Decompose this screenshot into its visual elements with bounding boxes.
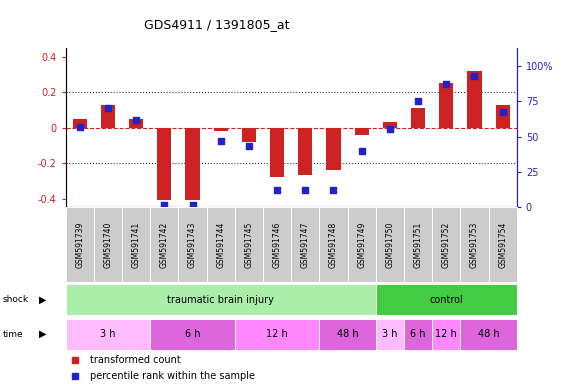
Text: control: control bbox=[429, 295, 463, 305]
Bar bbox=[150, 207, 178, 282]
Bar bbox=[186, 127, 200, 200]
Text: GSM591739: GSM591739 bbox=[75, 222, 85, 268]
Text: 12 h: 12 h bbox=[436, 329, 457, 339]
Bar bbox=[383, 122, 397, 127]
Bar bbox=[291, 207, 319, 282]
Bar bbox=[376, 284, 517, 315]
Text: transformed count: transformed count bbox=[90, 354, 181, 364]
Text: GSM591747: GSM591747 bbox=[301, 222, 310, 268]
Bar bbox=[150, 319, 235, 349]
Bar bbox=[355, 127, 369, 135]
Bar bbox=[460, 319, 517, 349]
Text: GSM591751: GSM591751 bbox=[413, 222, 423, 268]
Bar bbox=[66, 207, 94, 282]
Bar bbox=[242, 127, 256, 142]
Point bbox=[216, 138, 226, 144]
Text: 48 h: 48 h bbox=[337, 329, 359, 339]
Bar bbox=[235, 207, 263, 282]
Text: GSM591741: GSM591741 bbox=[132, 222, 140, 268]
Text: ▶: ▶ bbox=[39, 295, 46, 305]
Text: traumatic brain injury: traumatic brain injury bbox=[167, 295, 274, 305]
Point bbox=[244, 143, 254, 149]
Point bbox=[75, 124, 85, 130]
Text: GSM591750: GSM591750 bbox=[385, 222, 395, 268]
Text: GSM591752: GSM591752 bbox=[442, 222, 451, 268]
Bar bbox=[207, 207, 235, 282]
Bar bbox=[489, 207, 517, 282]
Text: GSM591748: GSM591748 bbox=[329, 222, 338, 268]
Point bbox=[413, 98, 423, 104]
Text: GSM591742: GSM591742 bbox=[160, 222, 169, 268]
Text: 12 h: 12 h bbox=[266, 329, 288, 339]
Bar bbox=[319, 319, 376, 349]
Point bbox=[103, 105, 112, 111]
Bar bbox=[460, 207, 489, 282]
Bar bbox=[94, 207, 122, 282]
Bar bbox=[263, 207, 291, 282]
Point bbox=[160, 202, 169, 208]
Point bbox=[301, 187, 310, 194]
Point bbox=[329, 187, 338, 194]
Bar bbox=[122, 207, 150, 282]
Point bbox=[498, 109, 507, 116]
Text: GSM591740: GSM591740 bbox=[103, 222, 112, 268]
Bar bbox=[319, 207, 348, 282]
Bar bbox=[101, 105, 115, 127]
Text: 48 h: 48 h bbox=[478, 329, 500, 339]
Text: 6 h: 6 h bbox=[185, 329, 200, 339]
Bar bbox=[411, 108, 425, 127]
Point bbox=[385, 126, 395, 132]
Point bbox=[357, 147, 366, 154]
Bar bbox=[66, 319, 150, 349]
Bar bbox=[404, 207, 432, 282]
Bar bbox=[376, 319, 404, 349]
Text: time: time bbox=[3, 329, 23, 339]
Text: GSM591753: GSM591753 bbox=[470, 222, 479, 268]
Bar bbox=[432, 319, 460, 349]
Text: GSM591746: GSM591746 bbox=[272, 222, 282, 268]
Bar bbox=[66, 284, 376, 315]
Point bbox=[272, 187, 282, 194]
Point bbox=[470, 73, 479, 79]
Bar bbox=[327, 127, 340, 170]
Bar bbox=[468, 71, 481, 127]
Text: GSM591749: GSM591749 bbox=[357, 222, 366, 268]
Bar bbox=[439, 83, 453, 127]
Bar bbox=[214, 127, 228, 131]
Bar bbox=[496, 105, 510, 127]
Text: GSM591744: GSM591744 bbox=[216, 222, 225, 268]
Bar bbox=[235, 319, 319, 349]
Bar bbox=[404, 319, 432, 349]
Bar bbox=[432, 207, 460, 282]
Bar bbox=[73, 119, 87, 127]
Bar bbox=[270, 127, 284, 177]
Text: ▶: ▶ bbox=[39, 329, 46, 339]
Point bbox=[442, 81, 451, 87]
Point bbox=[131, 116, 140, 122]
Text: GSM591743: GSM591743 bbox=[188, 222, 197, 268]
Text: GSM591745: GSM591745 bbox=[244, 222, 254, 268]
Text: 3 h: 3 h bbox=[382, 329, 397, 339]
Text: percentile rank within the sample: percentile rank within the sample bbox=[90, 371, 255, 381]
Bar bbox=[376, 207, 404, 282]
Bar bbox=[178, 207, 207, 282]
Text: 6 h: 6 h bbox=[411, 329, 426, 339]
Text: GSM591754: GSM591754 bbox=[498, 222, 507, 268]
Text: GDS4911 / 1391805_at: GDS4911 / 1391805_at bbox=[144, 18, 289, 31]
Point bbox=[188, 202, 197, 208]
Bar bbox=[348, 207, 376, 282]
Bar bbox=[157, 127, 171, 200]
Bar bbox=[298, 127, 312, 175]
Text: shock: shock bbox=[3, 295, 29, 304]
Bar bbox=[129, 119, 143, 127]
Text: 3 h: 3 h bbox=[100, 329, 116, 339]
